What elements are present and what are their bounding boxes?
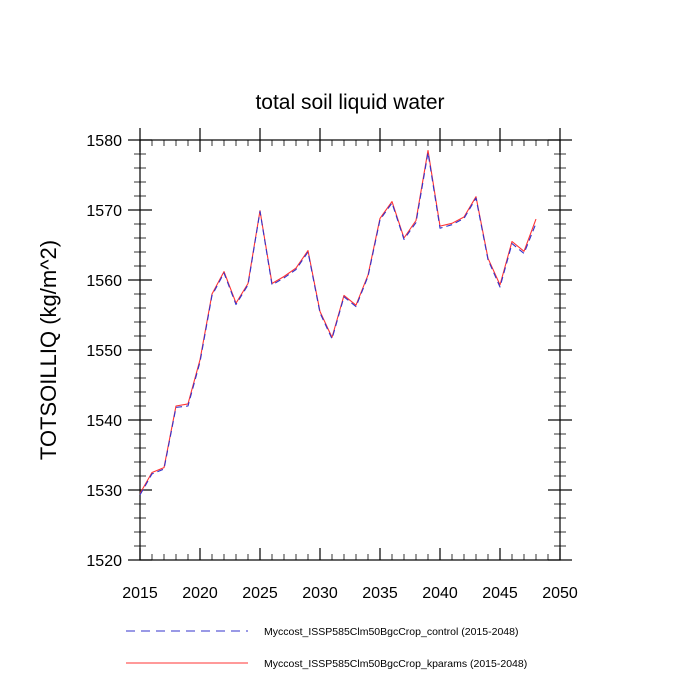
y-tick-label: 1520 [86, 553, 122, 570]
x-tick-label: 2020 [182, 585, 218, 602]
x-tick-label: 2045 [482, 585, 518, 602]
x-tick-label: 2025 [242, 585, 278, 602]
legend: Myccost_ISSP585Clm50BgcCrop_control (201… [126, 626, 527, 670]
series-layer [139, 149, 537, 496]
plot-frame [139, 139, 561, 561]
y-tick-label: 1560 [86, 273, 122, 290]
y-axis-ticks: 1520 1530 1540 1550 1560 1570 1580 [86, 133, 572, 570]
series-line-kparams [139, 149, 537, 494]
y-tick-label: 1580 [86, 133, 122, 150]
x-tick-label: 2030 [302, 585, 338, 602]
x-axis-ticks: 2015 2020 2025 2030 2035 2040 2045 2050 [122, 128, 578, 602]
legend-label: Myccost_ISSP585Clm50BgcCrop_kparams (201… [264, 658, 527, 670]
y-tick-label: 1530 [86, 483, 122, 500]
y-tick-label: 1550 [86, 343, 122, 360]
x-tick-label: 2040 [422, 585, 458, 602]
series-line-control [139, 152, 537, 496]
x-tick-label: 2050 [542, 585, 578, 602]
y-tick-label: 1570 [86, 203, 122, 220]
x-tick-label: 2035 [362, 585, 398, 602]
chart-title: total soil liquid water [255, 91, 444, 114]
y-tick-label: 1540 [86, 413, 122, 430]
y-axis-label: TOTSOILLIQ (kg/m^2) [36, 240, 61, 460]
x-tick-label: 2015 [122, 585, 158, 602]
legend-label: Myccost_ISSP585Clm50BgcCrop_control (201… [264, 626, 518, 638]
